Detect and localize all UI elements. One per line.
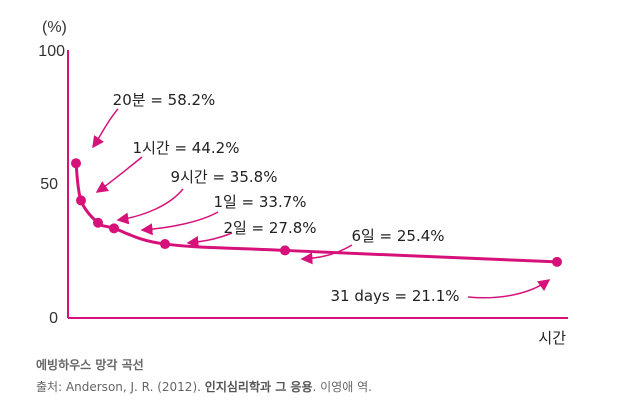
annotation-arrow-0 — [92, 108, 119, 149]
source-prefix: 출처: Anderson, J. R. (2012). — [36, 380, 201, 394]
annotation-arrow-2 — [116, 188, 184, 225]
data-point-6 — [552, 256, 562, 267]
axes — [67, 50, 568, 319]
data-point-5 — [280, 245, 290, 256]
annotation-arrow-4 — [186, 232, 233, 248]
figure-source-line: 출처: Anderson, J. R. (2012). 인지심리학과 그 응용.… — [36, 378, 372, 395]
arrows-layer — [92, 108, 551, 299]
data-point-4 — [160, 239, 170, 250]
annotation-arrow-1 — [95, 156, 143, 193]
annotation-arrow-3 — [140, 211, 219, 236]
data-point-0 — [71, 158, 81, 169]
annotation-label-1: 1시간 = 44.2% — [133, 139, 240, 157]
annotation-label-3: 1일 = 33.7% — [213, 193, 306, 211]
annotation-label-5: 6일 = 25.4% — [351, 227, 444, 245]
annotation-label-4: 2일 = 27.8% — [223, 219, 316, 237]
data-point-3 — [109, 223, 119, 234]
y-tick-label-50: 50 — [40, 176, 58, 193]
data-point-2 — [93, 217, 103, 228]
source-book-title: 인지심리학과 그 응용 — [204, 380, 313, 394]
annotation-label-2: 9시간 = 35.8% — [171, 168, 278, 186]
annotation-arrow-6 — [467, 279, 551, 299]
y-tick-label-0: 0 — [49, 310, 58, 327]
forgetting-curve-chart: (%) 0 50 100 시간 20분 = 58.2% 1시간 = 44.2% 9시… — [38, 19, 568, 347]
labels-layer: 20분 = 58.2% 1시간 = 44.2% 9시간 = 35.8% 1일 = 33… — [113, 91, 460, 305]
y-axis-unit-label: (%) — [42, 19, 67, 36]
source-suffix: . 이영애 역. — [312, 380, 372, 394]
annotation-arrow-5 — [300, 244, 353, 265]
annotation-label-6: 31 days = 21.1% — [330, 287, 459, 305]
y-tick-label-100: 100 — [38, 43, 65, 60]
annotation-label-0: 20분 = 58.2% — [113, 91, 216, 109]
figure-caption-title: 에빙하우스 망각 곡선 — [36, 358, 144, 372]
points-layer — [71, 158, 562, 267]
data-point-1 — [76, 195, 86, 206]
x-axis-label: 시간 — [538, 329, 566, 347]
